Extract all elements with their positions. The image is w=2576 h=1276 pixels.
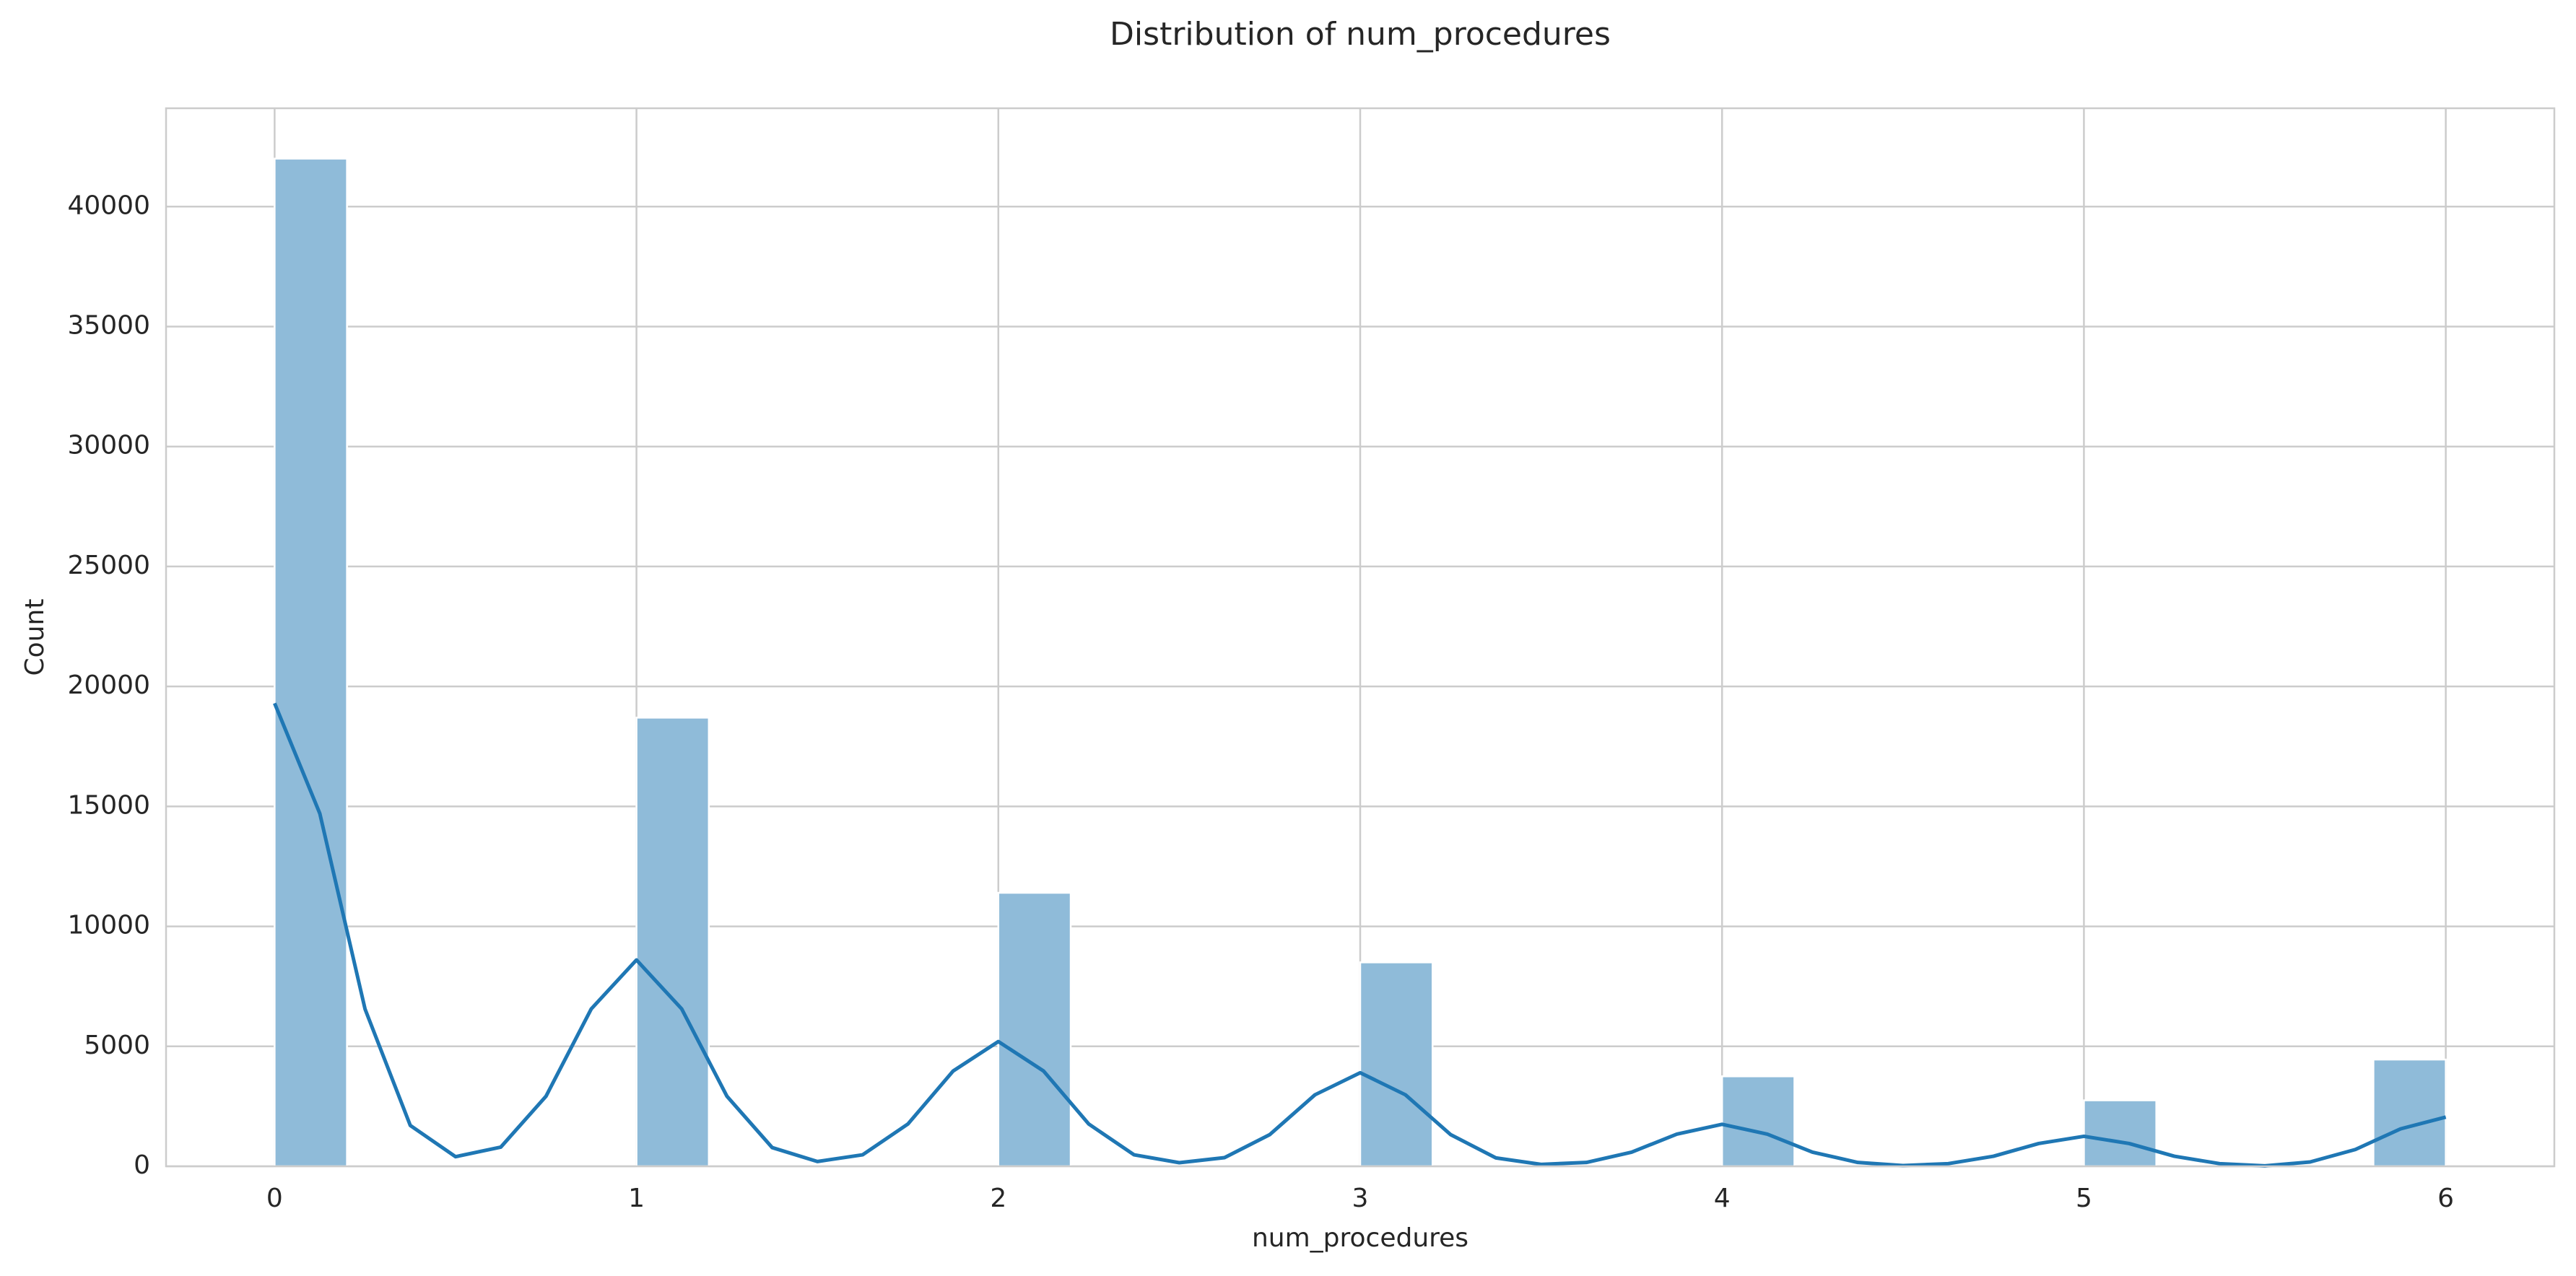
x-tick-label: 3	[1352, 1184, 1369, 1213]
y-tick-label: 15000	[67, 790, 150, 820]
y-tick-label: 20000	[67, 670, 150, 700]
bar	[1720, 1075, 1796, 1168]
y-tick-label: 0	[134, 1150, 150, 1180]
plot-frame	[165, 107, 2556, 1168]
y-tick-label: 10000	[67, 911, 150, 940]
bar	[635, 717, 710, 1168]
x-tick-label: 4	[1714, 1184, 1731, 1213]
y-tick-label: 35000	[67, 311, 150, 341]
x-tick-label: 0	[266, 1184, 283, 1213]
kde-line	[273, 702, 2447, 1168]
bar	[274, 157, 348, 1168]
bar	[2083, 1099, 2157, 1168]
y-axis-label: Count	[20, 599, 50, 676]
bar	[997, 891, 1072, 1168]
y-tick-label: 30000	[67, 431, 150, 460]
y-tick-label: 40000	[67, 191, 150, 220]
x-tick-label: 5	[2076, 1184, 2092, 1213]
x-tick-label: 1	[628, 1184, 645, 1213]
bar	[2372, 1058, 2447, 1168]
bar	[1359, 961, 1434, 1168]
x-tick-label: 6	[2437, 1184, 2454, 1213]
chart-title: Distribution of num_procedures	[1110, 16, 1611, 53]
x-tick-label: 2	[990, 1184, 1006, 1213]
y-tick-label: 25000	[67, 551, 150, 580]
x-axis-label: num_procedures	[1252, 1223, 1468, 1253]
y-tick-label: 5000	[84, 1031, 150, 1060]
